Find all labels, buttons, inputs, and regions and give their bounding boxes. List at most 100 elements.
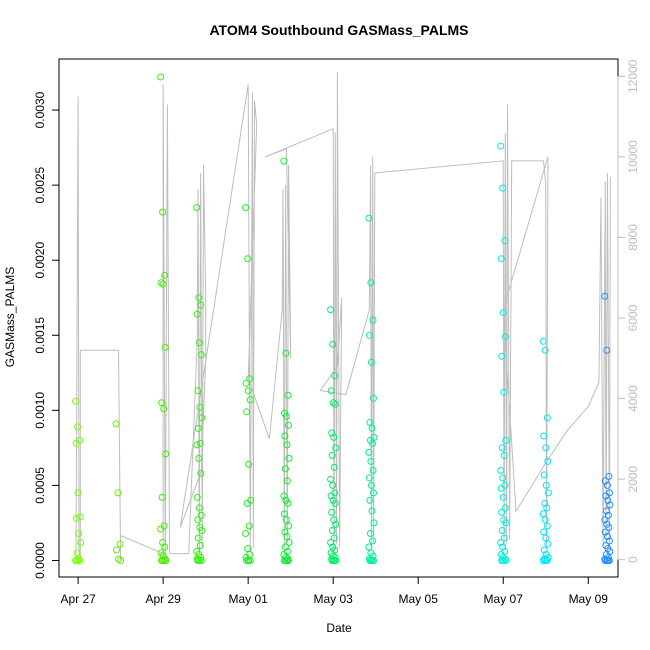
data-point <box>539 510 547 518</box>
data-point <box>365 543 373 551</box>
data-point <box>605 557 613 564</box>
data-point <box>193 310 201 318</box>
data-point <box>74 489 82 497</box>
data-point <box>113 546 120 554</box>
data-point <box>369 316 377 324</box>
data-point <box>370 519 378 527</box>
data-point <box>502 436 510 444</box>
y2-tick-label: 2000 <box>626 465 640 492</box>
data-point <box>243 557 251 564</box>
data-point <box>196 403 204 411</box>
data-point <box>283 533 291 540</box>
data-point <box>544 457 552 465</box>
data-point <box>540 432 548 440</box>
data-point <box>160 405 168 413</box>
data-point <box>194 557 202 564</box>
data-point <box>370 489 377 497</box>
data-point <box>540 546 548 554</box>
data-point <box>197 557 205 564</box>
data-point <box>195 454 203 462</box>
data-point <box>327 306 335 314</box>
data-point <box>72 439 80 447</box>
data-point <box>368 424 376 432</box>
data-point <box>331 372 339 380</box>
data-point <box>499 493 507 501</box>
x-axis-label: Date <box>326 621 352 635</box>
data-point <box>283 441 291 449</box>
data-point <box>74 423 82 431</box>
data-point <box>244 387 252 395</box>
data-point <box>603 533 611 540</box>
data-point <box>158 493 166 501</box>
data-point <box>75 530 83 537</box>
data-point <box>497 255 505 263</box>
data-point <box>158 399 166 407</box>
data-point <box>245 522 253 530</box>
x-tick-label: May 09 <box>569 592 609 606</box>
data-point <box>281 528 289 536</box>
data-point <box>499 309 507 317</box>
data-point <box>112 420 120 428</box>
y2-tick-label: 10000 <box>626 140 640 174</box>
data-point <box>539 557 547 564</box>
y2-tick-label: 4000 <box>626 385 640 412</box>
data-point <box>284 391 292 399</box>
data-point <box>330 557 338 564</box>
y-tick-label: 0.0010 <box>33 392 47 429</box>
data-point <box>195 294 203 302</box>
data-point <box>368 557 376 564</box>
data-point <box>497 142 505 150</box>
data-point <box>72 557 80 564</box>
data-point <box>193 204 201 212</box>
y-tick-label: 0.0025 <box>33 166 47 203</box>
data-point <box>601 477 609 485</box>
y2-axis: 0 2000 4000 6000 8000 10000 12000 <box>617 59 640 563</box>
data-point <box>244 255 252 263</box>
data-point <box>197 301 205 309</box>
data-point <box>115 555 122 563</box>
data-point <box>195 504 203 512</box>
data-point <box>502 519 510 527</box>
data-point <box>601 292 609 300</box>
y-axis: 0.0000 0.0005 0.0010 0.0015 0.0020 0.0025 0.00… <box>33 91 60 579</box>
data-point <box>543 557 551 564</box>
data-point <box>604 496 612 504</box>
data-point <box>331 400 339 408</box>
data-point <box>242 379 250 387</box>
data-point <box>198 414 206 422</box>
data-point <box>603 346 611 354</box>
y-axis-label: GASMass_PALMS <box>3 267 17 367</box>
data-point <box>281 432 289 440</box>
data-point <box>246 396 254 404</box>
data-point <box>331 499 339 507</box>
data-point <box>332 444 340 452</box>
data-point <box>282 516 290 524</box>
data-point <box>243 408 251 416</box>
data-point <box>603 557 611 564</box>
data-point <box>161 543 169 551</box>
data-point <box>244 545 252 552</box>
data-point <box>194 387 202 395</box>
data-point <box>159 208 167 216</box>
data-point <box>541 346 549 354</box>
data-point <box>159 539 167 546</box>
data-point <box>243 499 251 507</box>
data-point <box>285 522 292 530</box>
data-point <box>280 492 288 500</box>
data-point <box>499 474 507 482</box>
data-point <box>606 501 614 509</box>
data-point <box>502 557 510 564</box>
data-point <box>280 157 288 165</box>
data-point <box>327 492 335 500</box>
x-tick-label: Apr 29 <box>145 592 181 606</box>
data-point <box>280 510 288 518</box>
data-point <box>543 414 551 422</box>
data-point <box>370 394 377 402</box>
data-point <box>604 511 612 519</box>
data-point <box>73 514 81 522</box>
data-point <box>601 516 609 524</box>
altitude-line <box>75 72 611 560</box>
data-point <box>328 429 336 437</box>
data-point <box>76 557 84 564</box>
data-point <box>498 508 506 516</box>
